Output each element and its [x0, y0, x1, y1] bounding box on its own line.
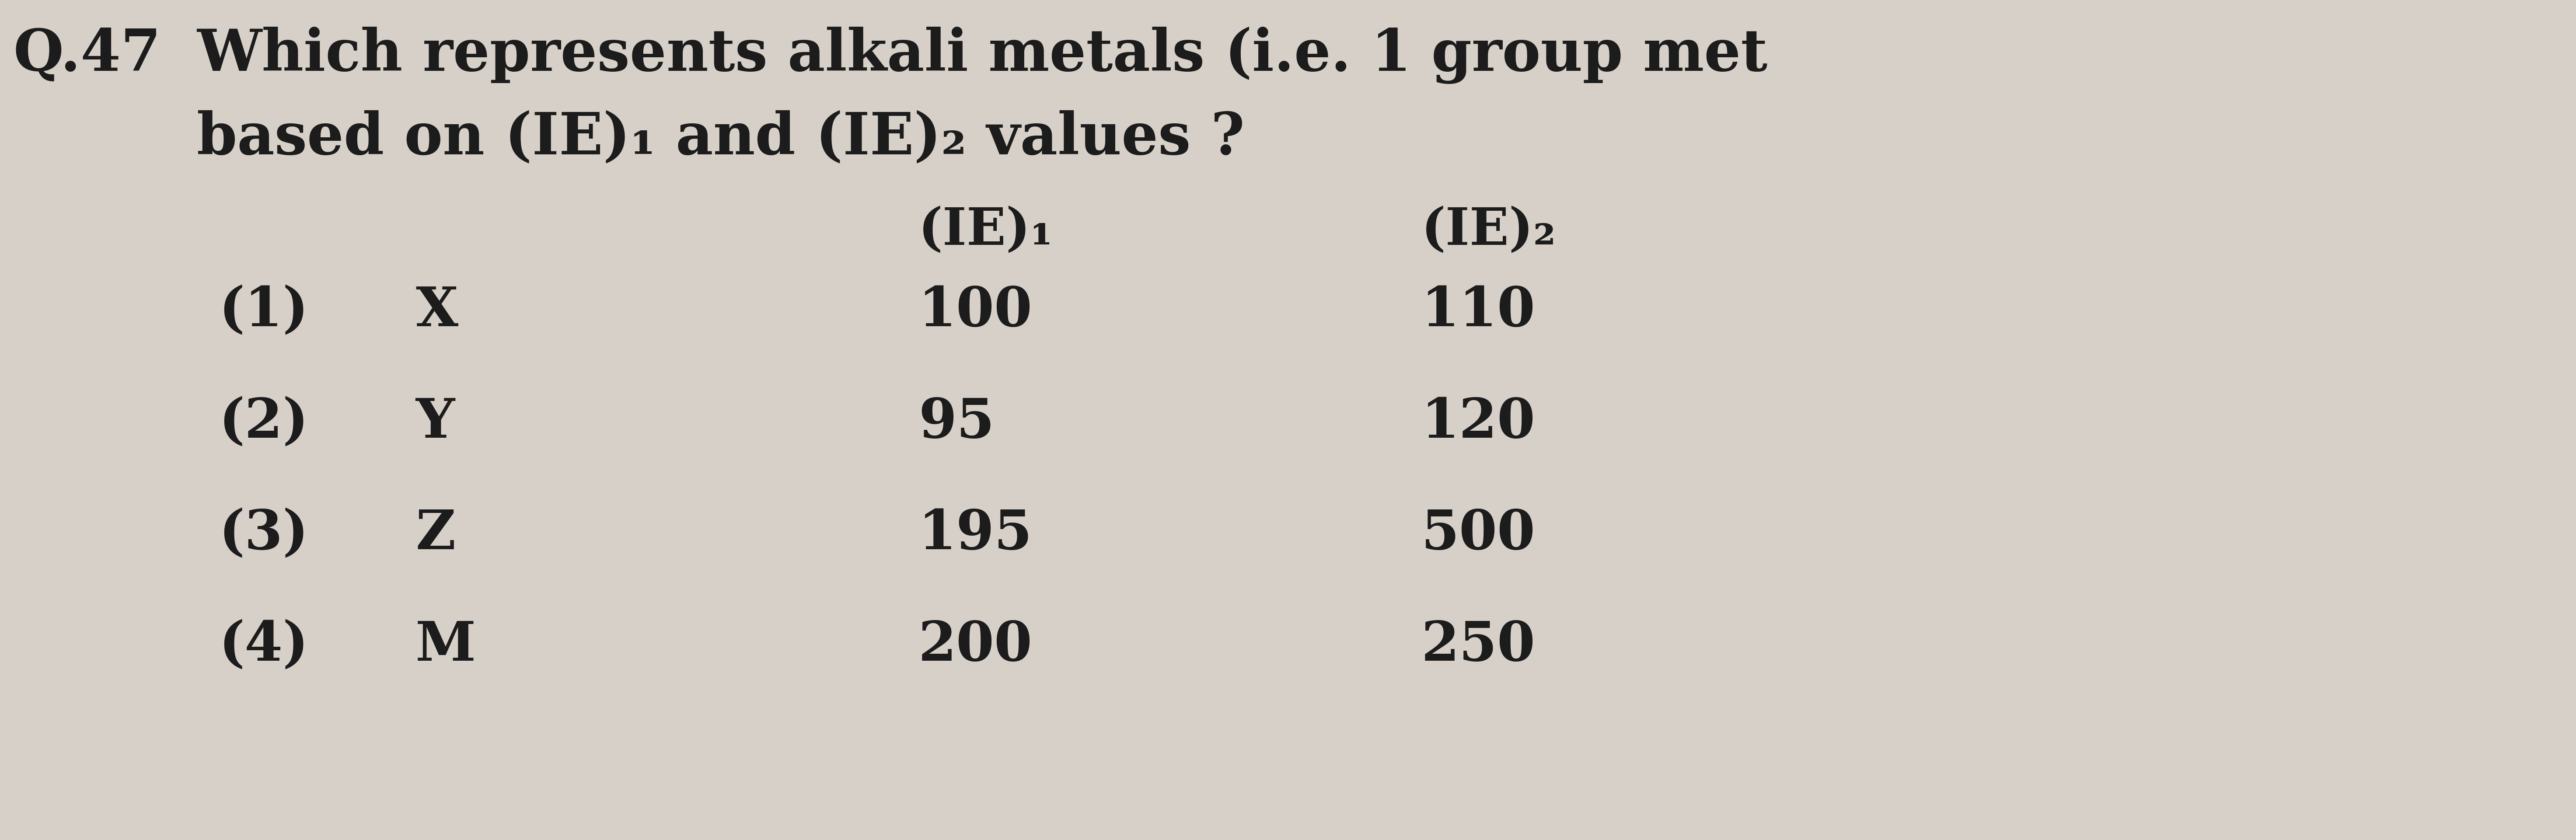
Text: (IE)₁: (IE)₁	[920, 206, 1054, 256]
Text: M: M	[415, 619, 477, 672]
Text: Y: Y	[415, 396, 453, 449]
Text: 195: 195	[920, 507, 1033, 560]
Text: based on (IE)₁ and (IE)₂ values ?: based on (IE)₁ and (IE)₂ values ?	[196, 110, 1244, 166]
Text: Which represents alkali metals (i.e. 1 group met: Which represents alkali metals (i.e. 1 g…	[196, 27, 1767, 84]
Text: 500: 500	[1422, 507, 1535, 560]
Text: X: X	[415, 285, 459, 338]
Text: 95: 95	[920, 396, 994, 449]
Text: 110: 110	[1422, 285, 1535, 338]
Text: (2): (2)	[219, 396, 309, 449]
Text: (1): (1)	[219, 285, 309, 338]
Text: 120: 120	[1422, 396, 1535, 449]
Text: 100: 100	[920, 285, 1033, 338]
Text: (4): (4)	[219, 619, 309, 672]
Text: (3): (3)	[219, 507, 309, 560]
Text: 250: 250	[1422, 619, 1535, 672]
Text: Q.47: Q.47	[13, 27, 160, 83]
Text: 200: 200	[920, 619, 1033, 672]
Text: (IE)₂: (IE)₂	[1422, 206, 1556, 256]
Text: Z: Z	[415, 507, 456, 560]
